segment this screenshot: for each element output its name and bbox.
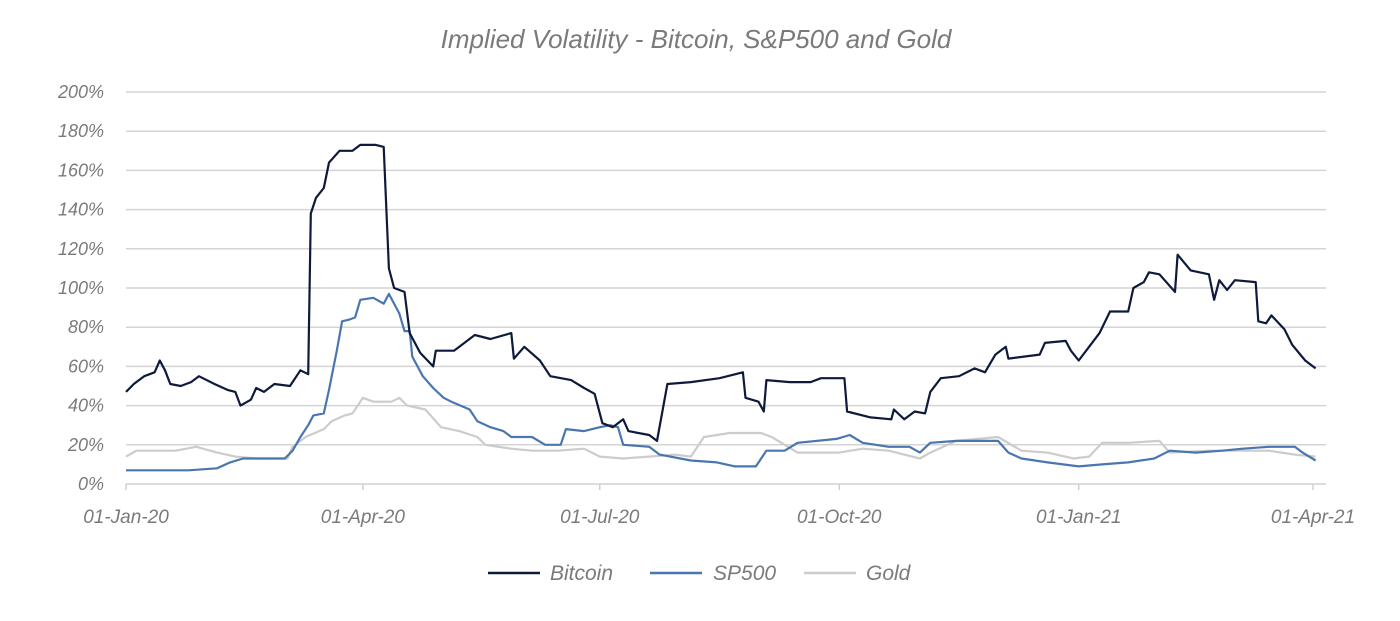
legend-label-bitcoin: Bitcoin	[550, 562, 613, 585]
series-line-bitcoin	[125, 143, 1317, 442]
y-tick-label: 120%	[58, 239, 104, 259]
chart-title: Implied Volatility - Bitcoin, S&P500 and…	[441, 24, 953, 54]
y-tick-label: 180%	[58, 121, 104, 141]
legend-label-sp500: SP500	[713, 562, 776, 585]
y-tick-label: 80%	[68, 317, 104, 337]
y-tick-label: 160%	[58, 160, 104, 180]
x-tick-label: 01-Jul-20	[560, 507, 640, 528]
legend-label-gold: Gold	[866, 562, 912, 585]
x-tick-label: 01-Apr-20	[321, 507, 406, 528]
y-tick-label: 0%	[78, 474, 104, 494]
y-tick-label: 200%	[57, 82, 104, 102]
series-line-gold	[125, 396, 1316, 460]
series-line-sp500	[126, 292, 1317, 472]
y-tick-label: 40%	[68, 396, 104, 416]
x-tick-label: 01-Jan-21	[1036, 507, 1122, 528]
x-tick-label: 01-Apr-21	[1271, 507, 1355, 528]
y-tick-label: 20%	[67, 435, 104, 455]
y-axis-ticks: 0% 20% 40% 60% 80% 100% 120% 140% 160% 180% 200%	[57, 82, 104, 494]
y-tick-label: 140%	[58, 200, 104, 220]
series-lines	[125, 143, 1317, 472]
x-tick-label: 01-Jan-20	[83, 507, 169, 528]
legend: Bitcoin SP500 Gold	[488, 562, 912, 585]
gridlines	[126, 91, 1326, 485]
y-tick-label: 60%	[68, 356, 104, 376]
y-tick-label: 100%	[58, 278, 104, 298]
x-tick-label: 01-Oct-20	[797, 507, 882, 528]
x-axis-ticks: 01-Jan-20 01-Apr-20 01-Jul-20 01-Oct-20 01-J…	[83, 484, 1355, 528]
